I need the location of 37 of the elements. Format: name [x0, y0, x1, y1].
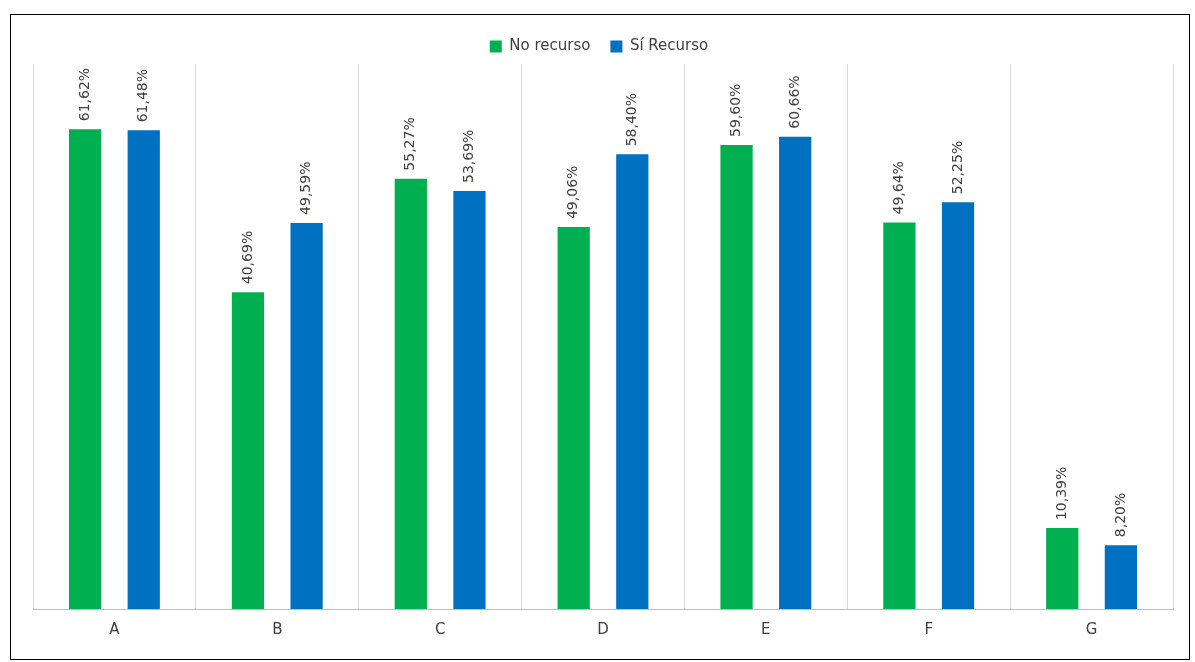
data-label: 59,60% [727, 83, 744, 137]
data-label: 40,69% [238, 230, 255, 285]
bar [290, 222, 323, 609]
data-label: 49,59% [297, 161, 314, 215]
x-tick-label: C [434, 619, 446, 638]
bar [779, 136, 812, 609]
data-label: 55,27% [401, 117, 418, 171]
data-label: 53,69% [460, 129, 477, 183]
bar [453, 190, 486, 609]
legend-label: No recurso [509, 36, 591, 55]
x-tick-label: A [109, 619, 121, 638]
x-tick-label: E [761, 619, 771, 638]
data-label: 10,39% [1052, 466, 1069, 521]
bar [1046, 528, 1079, 609]
x-tick-label: F [924, 619, 934, 638]
bar [68, 129, 102, 609]
bar [616, 154, 649, 609]
data-label: 58,40% [622, 92, 639, 147]
bar [231, 292, 265, 609]
legend-label: Sí Recurso [629, 36, 709, 55]
x-tick-label: G [1085, 619, 1098, 638]
bar [127, 130, 160, 609]
bar [941, 202, 975, 609]
x-tick-label: B [272, 619, 283, 638]
data-label: 52,25% [948, 140, 965, 195]
bar [1104, 545, 1138, 609]
x-tick-label: D [597, 619, 609, 638]
bar [883, 222, 916, 609]
data-label: 49,64% [890, 161, 907, 215]
bar [557, 227, 590, 609]
data-label: 49,06% [564, 165, 581, 220]
data-label: 61,62% [75, 67, 92, 122]
data-label: 8,20% [1111, 492, 1128, 538]
bar [394, 178, 427, 609]
data-label: 61,48% [134, 68, 151, 123]
data-label: 60,66% [785, 75, 802, 129]
bar [720, 144, 753, 609]
